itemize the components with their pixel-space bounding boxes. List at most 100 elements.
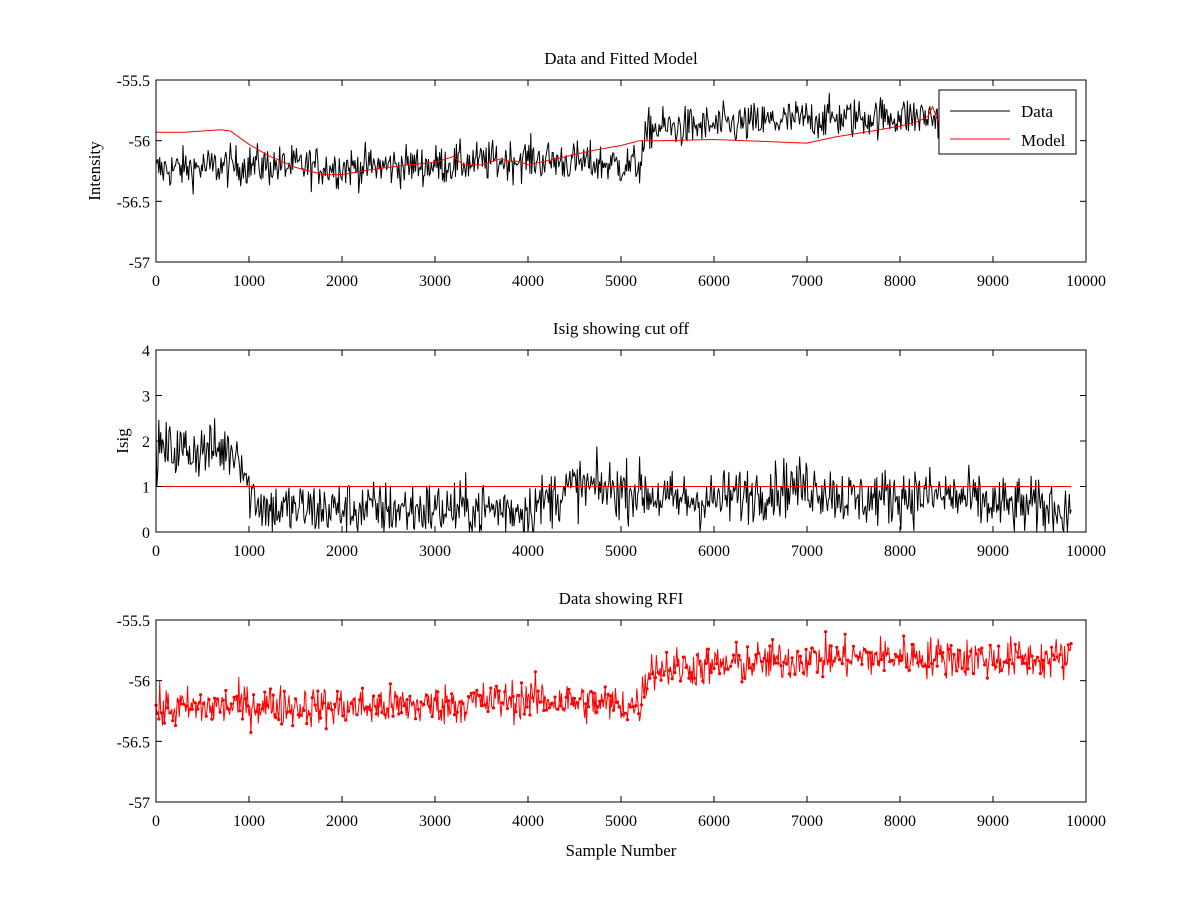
data-point [748, 666, 752, 670]
data-point [751, 663, 755, 667]
data-point [218, 710, 222, 714]
data-point [204, 714, 208, 718]
data-point [369, 708, 373, 712]
data-point [653, 676, 658, 680]
data-point [525, 705, 529, 709]
data-point [698, 659, 702, 663]
data-point [452, 713, 457, 717]
data-point [494, 684, 498, 689]
data-point [547, 706, 552, 710]
data-point [768, 644, 772, 648]
series-line-data [155, 92, 1072, 195]
data-point [519, 681, 524, 685]
data-point [238, 709, 242, 713]
data-point [433, 698, 437, 702]
data-point [932, 658, 937, 662]
x-tick-label: 3000 [419, 273, 451, 290]
data-point [1041, 658, 1045, 662]
data-point [723, 667, 727, 671]
data-point [243, 697, 247, 701]
data-point [916, 661, 920, 665]
data-point [631, 705, 635, 709]
data-point [422, 702, 426, 707]
data-point [637, 712, 641, 716]
data-point [360, 686, 365, 690]
panel-2-ylabel: Isig [113, 428, 132, 454]
data-point [787, 672, 791, 676]
data-point [715, 662, 719, 666]
panel-1-title: Data and Fitted Model [544, 49, 698, 68]
data-point [344, 718, 348, 722]
data-point [430, 714, 434, 719]
data-point [1033, 659, 1037, 663]
data-point [165, 706, 169, 710]
data-point [835, 645, 839, 650]
data-point [500, 701, 504, 705]
data-point [927, 665, 931, 669]
data-point [542, 708, 546, 713]
data-point [411, 702, 415, 706]
data-point [896, 655, 900, 659]
data-point [352, 697, 356, 701]
data-point [274, 715, 278, 720]
data-point [662, 673, 666, 677]
data-point [857, 655, 861, 659]
data-point [812, 650, 817, 654]
y-tick-label: -55.5 [117, 73, 150, 90]
y-tick-label: -56.5 [117, 734, 150, 751]
y-tick-label: -56 [129, 674, 150, 691]
panel-2-plot-area [155, 418, 1072, 532]
data-point [444, 699, 448, 703]
data-point [478, 693, 482, 697]
x-tick-label: 7000 [791, 813, 823, 830]
data-point [271, 693, 275, 697]
data-point [807, 662, 811, 666]
data-point [676, 663, 680, 667]
data-point [832, 659, 836, 663]
data-point [796, 649, 800, 654]
x-tick-label: 8000 [884, 273, 916, 290]
x-tick-label: 9000 [977, 543, 1009, 560]
data-point [232, 695, 236, 699]
data-point [949, 643, 953, 648]
data-point [531, 696, 535, 700]
data-point [757, 651, 761, 655]
data-point [854, 654, 858, 658]
data-point [586, 705, 591, 709]
data-point [941, 651, 945, 655]
x-tick-label: 7000 [791, 273, 823, 290]
data-point [260, 707, 264, 711]
data-point [511, 694, 515, 699]
data-point [176, 699, 180, 703]
data-point [1038, 671, 1042, 676]
x-tick-label: 3000 [419, 543, 451, 560]
data-point [977, 648, 981, 652]
panel-1-ylabel: Intensity [85, 141, 104, 201]
data-point [402, 704, 406, 708]
data-point [955, 669, 959, 673]
data-point [1030, 654, 1034, 658]
data-point [709, 670, 713, 675]
data-point [173, 723, 178, 728]
data-point [656, 671, 660, 675]
x-tick-label: 10000 [1066, 273, 1106, 290]
data-point [871, 662, 875, 666]
data-point [436, 690, 440, 694]
data-point [645, 687, 649, 691]
data-point [252, 693, 256, 697]
data-point [918, 659, 923, 663]
data-point [1055, 655, 1059, 659]
data-point [316, 689, 320, 693]
data-point [553, 695, 557, 699]
data-point [798, 654, 803, 658]
data-point [826, 659, 831, 663]
data-point [734, 640, 738, 644]
data-point [461, 701, 465, 706]
data-point [712, 666, 716, 671]
data-point [840, 662, 844, 666]
data-point [581, 689, 585, 693]
data-point [617, 705, 621, 709]
y-tick-label: -56.5 [117, 194, 150, 211]
y-tick-label: 2 [142, 434, 150, 451]
